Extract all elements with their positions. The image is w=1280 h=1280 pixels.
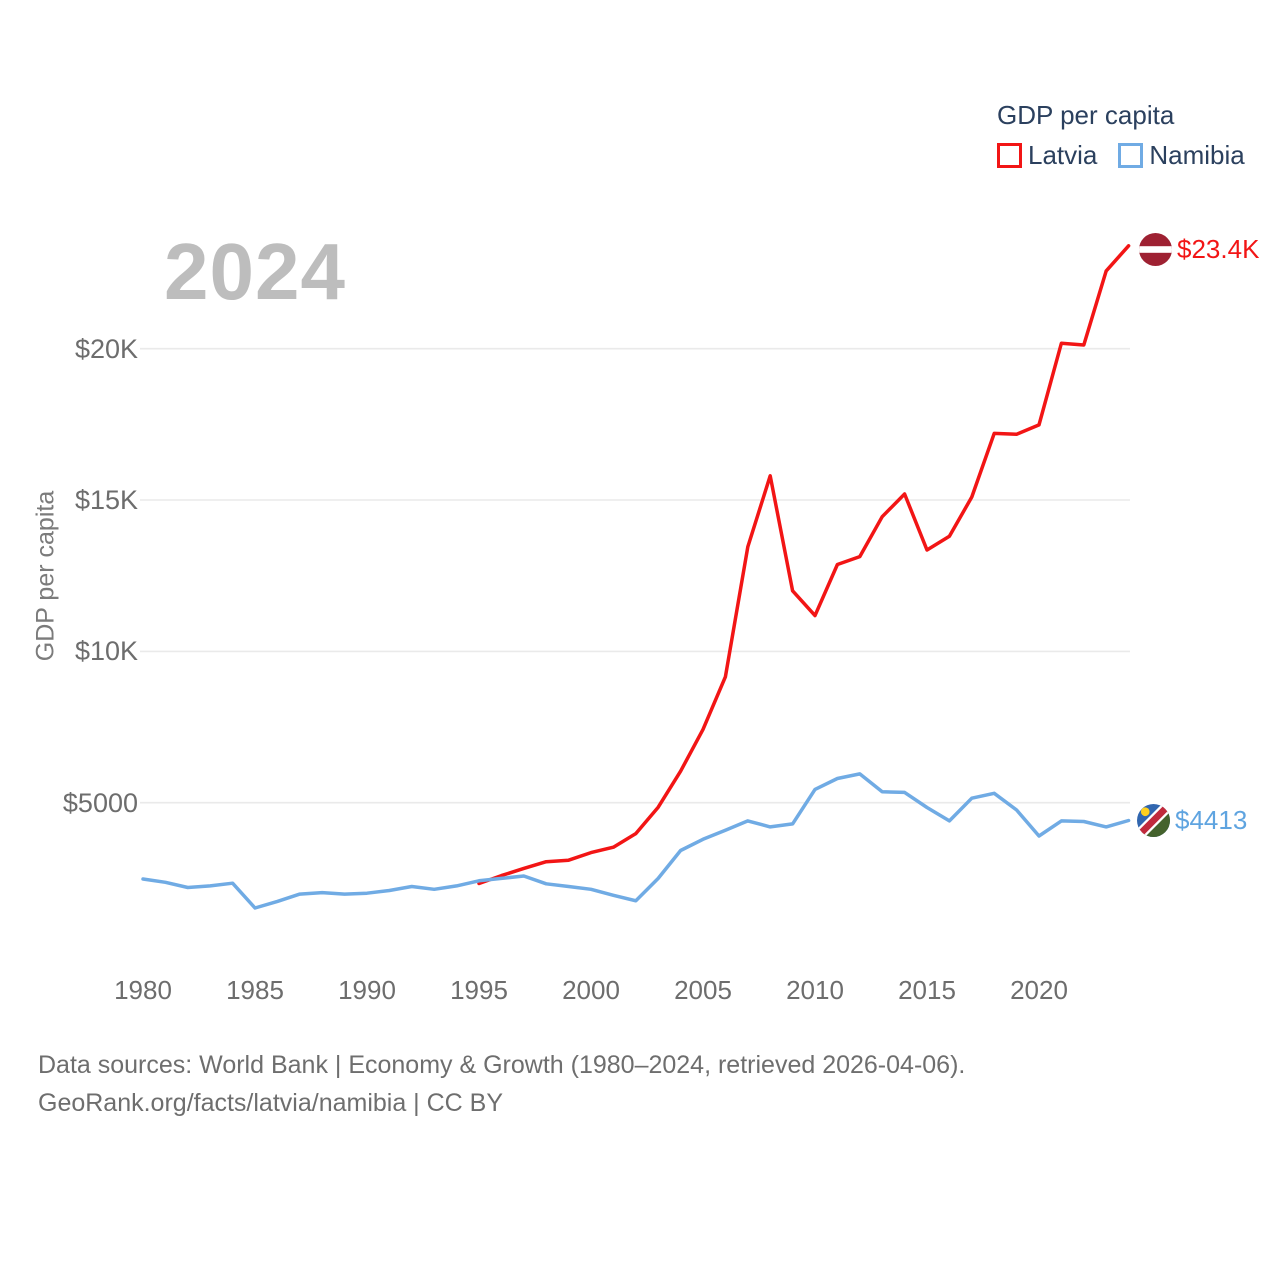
legend-items: Latvia Namibia — [997, 142, 1245, 169]
legend-item-latvia[interactable]: Latvia — [997, 142, 1097, 169]
y-axis-tick-label-10k: $10K — [74, 636, 138, 666]
x-axis-tick-label-1995: 1995 — [450, 975, 508, 1005]
footer-line-2: GeoRank.org/facts/latvia/namibia | CC BY — [38, 1089, 504, 1117]
watermark-year: 2024 — [164, 227, 346, 316]
y-axis-tick-label-15k: $15K — [74, 485, 138, 515]
latvia-end-label: $23.4K — [1139, 233, 1259, 266]
x-axis-tick-label-2000: 2000 — [562, 975, 620, 1005]
latvia-series-swatch — [997, 143, 1022, 168]
namibia-series-swatch — [1118, 143, 1144, 168]
x-axis-tick-label-2005: 2005 — [674, 975, 732, 1005]
x-axis-tick-label-1980: 1980 — [114, 975, 172, 1005]
x-axis-tick-label-1985: 1985 — [226, 975, 284, 1005]
x-axis-tick-label-2010: 2010 — [786, 975, 844, 1005]
legend-title: GDP per capita — [997, 100, 1175, 130]
namibia-end-value: $4413 — [1175, 805, 1248, 835]
legend-item-latvia-label: Latvia — [1028, 140, 1098, 170]
x-axis-tick-label-1990: 1990 — [338, 975, 396, 1005]
y-axis-title: GDP per capita — [31, 490, 60, 662]
y-axis-tick-label-20k: $20K — [74, 334, 138, 364]
series-line-latvia — [477, 244, 1131, 886]
namibia-end-label: $4413 — [1137, 804, 1247, 837]
x-axis-tick-label-2020: 2020 — [1010, 975, 1068, 1005]
footer-attribution: Data sources: World Bank | Economy & Gro… — [38, 1046, 965, 1122]
series-line-namibia — [141, 772, 1131, 910]
y-axis-tick-label-5000: $5000 — [62, 788, 138, 818]
x-axis-tick-label-2015: 2015 — [898, 975, 956, 1005]
legend-item-namibia[interactable]: Namibia — [1118, 140, 1245, 170]
latvia-flag-icon — [1139, 233, 1172, 266]
latvia-end-value: $23.4K — [1177, 234, 1260, 264]
namibia-flag-icon — [1137, 804, 1170, 837]
legend: GDP per capita Latvia Namibia — [997, 101, 1245, 169]
legend-item-namibia-label: Namibia — [1149, 140, 1245, 170]
footer-line-1: Data sources: World Bank | Economy & Gro… — [38, 1051, 966, 1079]
